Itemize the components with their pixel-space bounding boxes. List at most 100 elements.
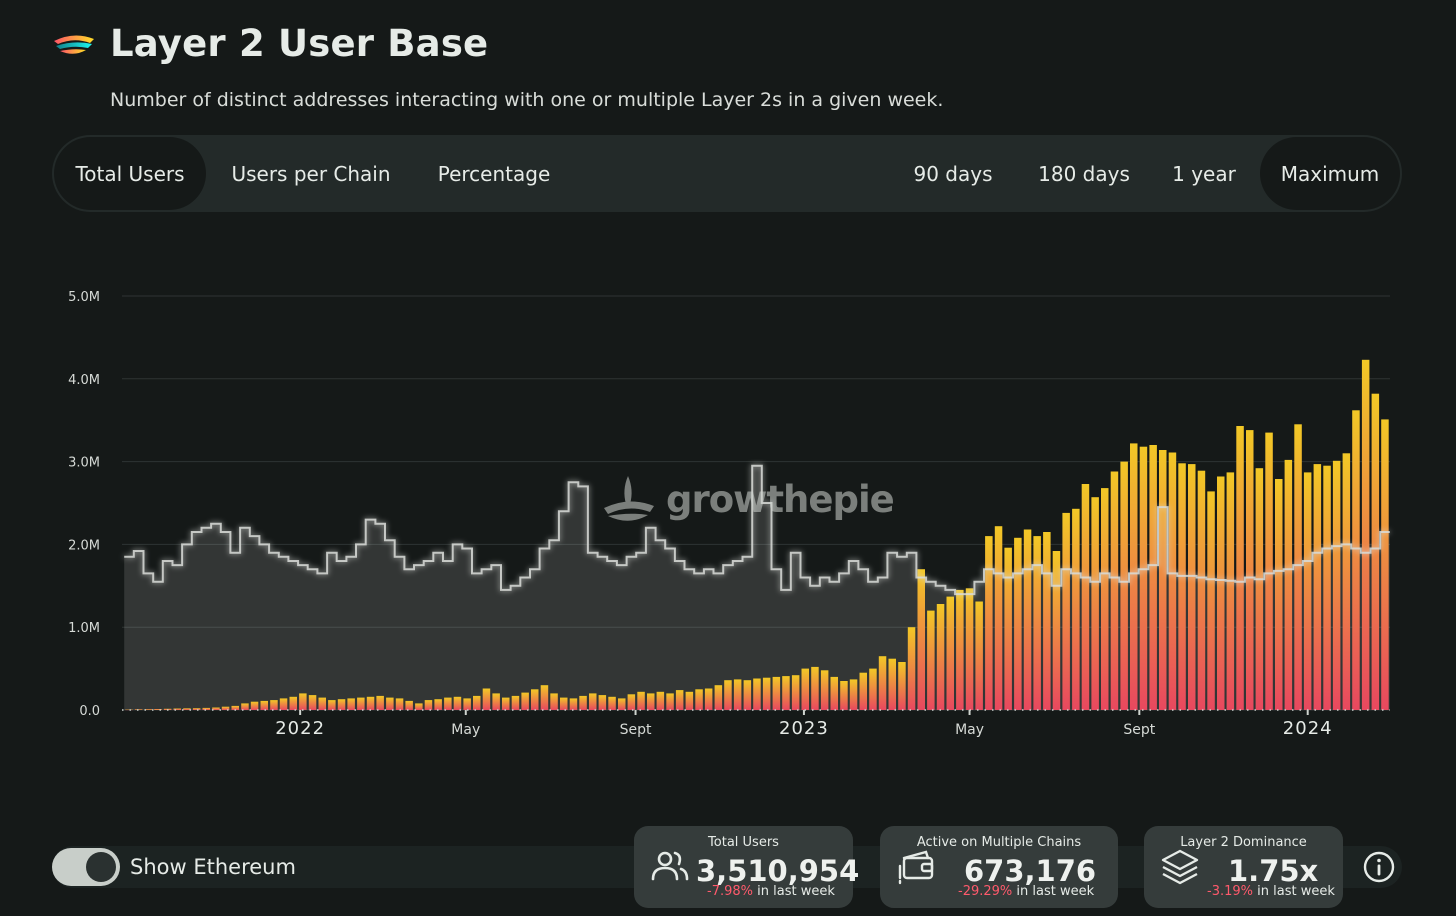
card-value: 1.75x — [1228, 854, 1319, 888]
layer2-bar — [279, 698, 288, 710]
layer2-bar — [502, 697, 510, 710]
layer2-bar — [453, 696, 462, 710]
layer2-bar — [260, 700, 268, 710]
layer2-bar — [637, 691, 645, 710]
user-base-chart: 0.0 1.0M 2.0M 3.0M 4.0M 5.0M 2022 May Sept 2023 M… — [68, 290, 1390, 739]
layer2-bar — [1004, 547, 1012, 710]
card-title: Layer 2 Dominance — [1180, 835, 1307, 850]
layer2-bar — [521, 692, 529, 710]
layer2-bar — [733, 679, 742, 710]
layer2-bar — [946, 596, 954, 710]
show-ethereum-label: Show Ethereum — [130, 855, 296, 879]
layer2-bar — [569, 698, 578, 710]
layer2-bar — [270, 700, 278, 710]
layer2-bar — [1236, 426, 1244, 710]
layer2-bar — [1110, 471, 1119, 710]
layer2-bar — [1313, 464, 1322, 710]
layer2-bar — [473, 695, 481, 710]
layer2-bar — [1197, 470, 1206, 710]
layer2-bar — [125, 709, 133, 711]
range-90-days[interactable]: 90 days — [913, 161, 993, 186]
layer2-bar — [1226, 472, 1235, 710]
layer2-bar — [1072, 508, 1080, 710]
layer2-bar — [1303, 472, 1312, 710]
layer2-bar — [907, 627, 916, 710]
delta-suffix: in last week — [1253, 884, 1335, 899]
card-title: Total Users — [708, 835, 779, 850]
layer2-bar — [482, 688, 491, 710]
ethereum-line — [124, 464, 1390, 596]
layer2-bar — [241, 703, 249, 710]
layer2-bar — [231, 705, 239, 710]
layer2-bar — [956, 589, 964, 710]
layer2-bar — [1081, 484, 1090, 710]
layer2-bar — [1332, 460, 1341, 710]
layer2-bar — [212, 707, 220, 710]
watermark: growthepie — [598, 468, 895, 530]
show-ethereum-toggle[interactable] — [52, 848, 120, 886]
watermark-text: growthepie — [666, 477, 895, 521]
layer2-bar — [463, 698, 471, 710]
layer2-bar — [675, 690, 684, 710]
layer2-bar — [898, 662, 906, 710]
layer2-bar — [1323, 465, 1331, 710]
x-tick-label: Sept — [1123, 722, 1155, 738]
layer2-bar — [1178, 463, 1186, 710]
x-tick-label: 2023 — [779, 718, 829, 739]
delta-percent: -7.98% — [707, 884, 753, 899]
layers-icon — [1161, 849, 1199, 885]
layer2-bar — [308, 695, 317, 710]
layer2-bar — [878, 656, 887, 710]
layer2-bar — [444, 697, 452, 710]
layer2-bar — [695, 689, 703, 710]
users-icon — [651, 851, 689, 881]
layer2-bar — [1284, 459, 1293, 710]
layer2-bar — [647, 693, 655, 710]
layer2-bar — [434, 699, 442, 710]
tab-percentage[interactable]: Percentage — [437, 161, 551, 186]
layer2-bar — [965, 588, 974, 710]
layer2-bar — [347, 698, 355, 710]
layer2-bar — [1265, 432, 1273, 710]
page-title: Layer 2 User Base — [110, 22, 489, 65]
layer2-bar — [328, 700, 336, 710]
layer2-bar — [1159, 450, 1167, 710]
layer2-bar — [936, 604, 945, 710]
layer2-bar — [627, 694, 636, 710]
layer2-bar — [337, 699, 346, 710]
delta-percent: -3.19% — [1207, 884, 1253, 899]
page-header: Layer 2 User Base — [52, 22, 488, 65]
delta-suffix: in last week — [753, 884, 835, 899]
layer2-bar — [560, 697, 568, 710]
layer2-bar — [376, 695, 384, 710]
layer2-bar — [579, 695, 587, 710]
tab-users-per-chain[interactable]: Users per Chain — [231, 161, 391, 186]
range-maximum[interactable]: Maximum — [1260, 137, 1400, 210]
layer2-bar — [144, 709, 153, 710]
page-subtitle: Number of distinct addresses interacting… — [110, 89, 944, 111]
info-icon[interactable] — [1362, 850, 1396, 884]
layer2-bar — [917, 569, 925, 710]
layer2-bar — [1246, 430, 1254, 710]
range-1-year[interactable]: 1 year — [1172, 161, 1236, 186]
range-180-days[interactable]: 180 days — [1038, 161, 1130, 186]
total-users-card: Total Users 3,510,954 -7.98% in last wee… — [634, 826, 859, 908]
layer2-bar — [1207, 491, 1215, 710]
layer2-bar — [1255, 468, 1264, 710]
layer2-bar — [888, 658, 896, 710]
pie-logo-icon — [604, 476, 654, 521]
dominance-card: Layer 2 Dominance 1.75x -3.19% in last w… — [1144, 826, 1343, 908]
layer2-bar — [405, 700, 413, 710]
layer2-bar — [424, 700, 433, 710]
card-delta: -3.19% in last week — [1207, 884, 1335, 899]
layer2-bar — [820, 670, 829, 710]
chart-controls-bar: Total Users Users per Chain Percentage 9… — [52, 135, 1402, 212]
tab-total-users[interactable]: Total Users — [54, 137, 206, 210]
card-value: 3,510,954 — [696, 854, 860, 888]
card-value: 673,176 — [964, 854, 1097, 888]
layer2-bar — [1091, 497, 1099, 710]
layer2-bar — [994, 526, 1003, 710]
layer2-bar — [192, 708, 201, 710]
layer2-bar — [1120, 461, 1128, 710]
layer2-bar — [1130, 443, 1138, 710]
